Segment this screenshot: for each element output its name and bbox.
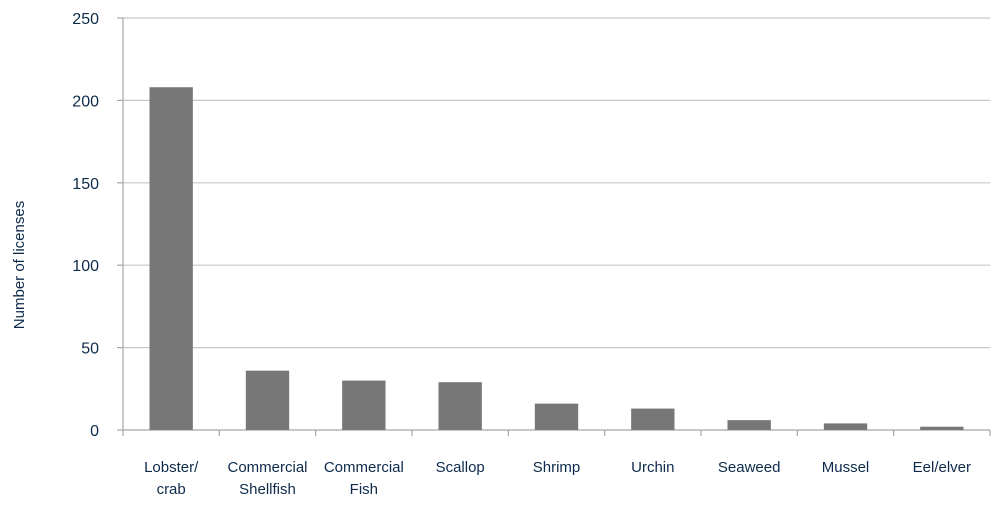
bar bbox=[438, 382, 482, 430]
y-tick-labels: 0 50 100 150 200 250 bbox=[72, 11, 99, 440]
x-tick-label: Seaweed bbox=[718, 459, 781, 476]
x-tick-label: Scallop bbox=[436, 459, 485, 476]
bar bbox=[920, 426, 964, 430]
bar bbox=[245, 370, 290, 430]
gridlines bbox=[123, 17, 990, 349]
y-tick-label: 100 bbox=[72, 258, 99, 275]
y-tick-label: 0 bbox=[90, 423, 99, 440]
bar bbox=[342, 380, 386, 430]
x-tick-label: Mussel bbox=[822, 459, 870, 476]
x-tick-label: Shrimp bbox=[533, 459, 581, 476]
y-tick-label: 250 bbox=[72, 11, 99, 28]
bar bbox=[823, 423, 868, 430]
x-tick-label: Urchin bbox=[631, 459, 674, 476]
y-axis-title: Number of licenses bbox=[11, 201, 28, 329]
bar bbox=[534, 403, 579, 430]
bar bbox=[727, 420, 771, 430]
bars bbox=[149, 87, 964, 430]
x-tick-labels: Lobster/crab Commercial Shellfish Commercia… bbox=[144, 459, 971, 498]
bar bbox=[631, 408, 675, 430]
y-tick-label: 50 bbox=[81, 341, 99, 358]
x-tick-label: Commercial Shellfish bbox=[227, 459, 307, 498]
y-tick-label: 200 bbox=[72, 93, 99, 110]
x-tick-label: Eel/elver bbox=[913, 459, 971, 476]
bar bbox=[149, 87, 193, 430]
x-tick-label: Commercial Fish bbox=[324, 459, 404, 498]
x-tick-label: Lobster/crab bbox=[144, 459, 199, 498]
y-tick-label: 150 bbox=[72, 176, 99, 193]
